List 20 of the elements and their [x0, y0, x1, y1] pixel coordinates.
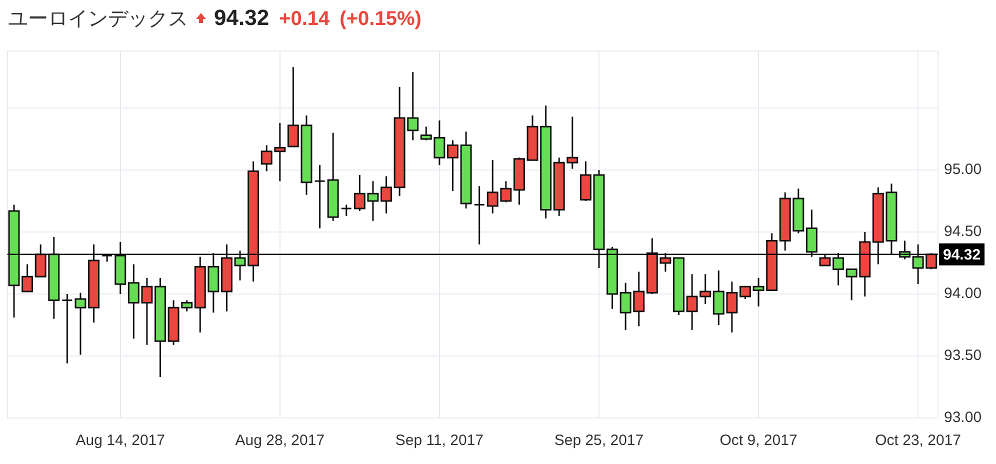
x-tick-label: Sep 11, 2017 [395, 432, 484, 450]
y-tick-label: 94.00 [944, 285, 982, 302]
text: 94.32 [214, 5, 270, 30]
x-tick-label: Aug 28, 2017 [235, 432, 325, 450]
candlestick [61, 293, 73, 364]
chart-title: ユーロインデックス [8, 6, 188, 32]
x-tick-label: Oct 23, 2017 [875, 432, 962, 450]
candlestick [340, 204, 352, 217]
y-tick-label: 94.50 [944, 223, 982, 240]
text: (+0.15%) [340, 8, 422, 30]
x-tick-label: Aug 14, 2017 [76, 432, 165, 450]
y-tick-label: 95.00 [944, 161, 982, 178]
y-tick-label: 93.00 [944, 409, 982, 426]
candlestick [474, 185, 486, 246]
text: +0.14 [279, 8, 330, 30]
x-tick-label: Sep 25, 2017 [554, 432, 644, 450]
candlestick [314, 164, 326, 230]
y-tick-label: 93.50 [944, 347, 982, 364]
x-tick-label: Oct 9, 2017 [720, 432, 798, 450]
ref-line-label: 94.32 [943, 246, 981, 264]
